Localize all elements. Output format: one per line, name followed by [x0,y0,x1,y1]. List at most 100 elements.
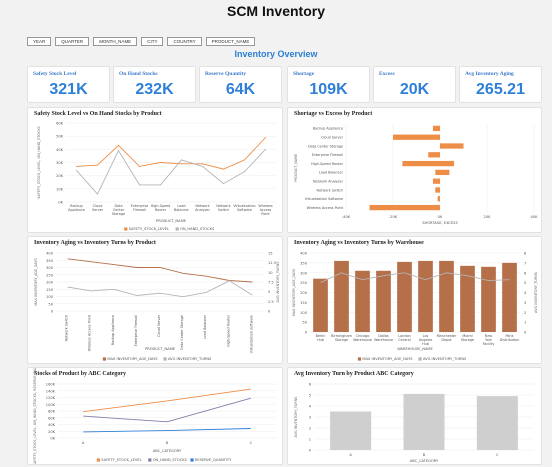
y-tick-label: 0 [305,331,308,335]
chart-title: Shortage vs Excess by Product [294,111,373,117]
y2-tick-label: 4 [524,291,527,295]
y2-tick-label: 2 [524,311,526,315]
y-tick-label: 50 [302,321,307,325]
bar-excess [440,143,464,149]
y-tick-label: 100 [300,311,308,315]
y-axis-label: AVG INVENTORY_TURNS [294,397,298,438]
legend-label: ON_HAND_STOCKS [180,227,215,231]
panel-turns-by-abc: Avg Inventory Turn by Product ABC Catego… [287,367,542,465]
filter-quarter[interactable]: QUARTER [55,37,90,46]
data-point [97,164,98,166]
x-axis-label: PRODUCT_NAME [156,219,187,223]
legend-label: SAFETY_STOCK_LEVEL [129,227,169,231]
legend-label: ON_HAND_STOCKS [153,458,188,462]
x-tick-label: High-Speed Router [226,314,230,347]
bar-max-age [313,278,328,332]
y-tick-label: 0 [309,449,312,453]
kpi-value: 232K [135,81,174,98]
legend-swatch [148,458,152,462]
bar-shortage [428,152,440,158]
page-title: SCM Inventory [226,3,325,19]
x-axis-label: SHORTAGE, EXCESS [422,221,458,225]
filter-city[interactable]: CITY [141,37,164,46]
y-tick-label: 30K [56,161,64,165]
data-point [244,171,245,173]
filter-year[interactable]: YEAR [27,37,52,46]
bar-shortage [402,160,440,167]
y-axis-label: SAFETY_STOCK_LEVEL, ON_HAND_STOCKS, RESE… [33,368,37,465]
kpi-card-reserve: Reserve Quantity 64K [199,66,282,103]
y2-tick-label: 2.5 [268,300,274,304]
data-point [265,136,266,138]
y-tick-label: Cloud Server [321,136,343,140]
kpi-label: On Hand Stocks [119,71,158,77]
y-tick-label: 300 [46,266,54,270]
x-tick-label: Virtualization Software [233,204,255,212]
bar-max-age [502,262,517,332]
y-tick-label: 150 [300,301,308,305]
y2-tick-label: 7 [524,261,526,265]
bar-avg-turns [476,396,518,450]
series-line-safety-stock-level [76,137,266,170]
x-tick-label: Cloud Server [92,204,104,212]
legend-label: SAFETY_STOCK_LEVEL [101,458,141,462]
y2-axis-label: AVG INVENTORY_TURNS [276,262,280,303]
bar-shortage [393,134,440,140]
x-tick-label: Backup Appliance [111,315,115,345]
chart-aging-by-warehouse: 0 50 100 150 200 250 300 350 400 0 1 2 3 4 5 6 7 8 MAX INV… [292,252,538,362]
data-point [139,184,140,186]
bar-shortage [432,125,440,132]
kpi-card-safety-stock: Safety Stock Level 321K [27,66,110,103]
bar-avg-turns [330,411,372,450]
x-tick-label: C [496,453,499,457]
kpi-label: Shortage [293,71,315,77]
data-point [181,163,182,165]
series-line-on-hand-stocks [83,397,251,423]
x-tick-label: Load Balancer [203,314,207,339]
y-tick-label: 50K [56,135,64,139]
kpi-card-on-hand: On Hand Stocks 232K [113,66,196,103]
chart-turns-by-abc: 0 1 2 3 4 5 6 AVG INVENTORY_TURNS A B C ABC_CATEGOR… [294,383,534,463]
panel-safety-vs-onhand: Safety Stock Level vs On Hand Stocks by … [27,107,283,233]
bar-avg-turns [403,393,445,450]
y-axis-label: PRODUCT_NAME [294,154,298,182]
chart-aging-by-product: 0 50 100 150 200 250 300 350 400 0 2.5 5 7.5 10 12.5 15… [34,252,280,362]
y2-tick-label: 7.5 [268,281,274,285]
data-point [244,159,245,161]
y-tick-label: 80K [48,410,56,414]
y-tick-label: 140K [46,389,56,393]
filter-country[interactable]: COUNTRY [167,37,202,46]
y2-tick-label: 5 [268,290,270,294]
series-line-on-hand-stocks [76,148,266,195]
data-point [118,144,119,146]
panel-shortage-vs-excess: Shortage vs Excess by Product -40K -20K 0K… [287,107,542,233]
x-tick-label: 0K [438,215,443,219]
y-tick-label: 350 [46,259,54,263]
y-tick-label: 4 [309,405,312,409]
y-tick-label: 350 [300,261,308,265]
y-tick-label: 6 [309,383,312,387]
y-tick-label: 40K [56,148,64,152]
filter-product-name[interactable]: PRODUCT_NAME [205,37,256,46]
y-tick-label: Virtualization Software [305,197,343,201]
y-tick-label: 3 [309,416,311,420]
kpi-label: Avg Inventory Aging [465,71,514,77]
y-tick-label: Network Switch [317,188,343,192]
x-tick-label: Berlin Hub [316,334,326,342]
y2-axis-label: AVG INVENTORY_TURNS [534,272,538,313]
y-axis-label: MAX INVENTORY_AGE_DAYS [292,269,296,316]
data-point [265,148,266,150]
y-tick-label: 300 [300,271,308,275]
x-tick-label: Backup Appliance [68,204,85,212]
x-tick-label: A [82,441,85,445]
filter-month-name[interactable]: MONTH_NAME [93,37,138,46]
bar-shortage [437,196,440,202]
x-axis-label: WAREHOUSE_NAME [397,347,433,351]
bar-shortage [435,169,440,176]
data-point [160,162,161,163]
series-line-avg-turns [320,272,510,284]
y-tick-label: 2 [309,427,311,431]
panel-aging-by-warehouse: Inventory Aging vs Inventory Turns by Wa… [287,236,542,364]
y-tick-label: High-Speed Router [311,162,344,166]
legend-label: RESERVE_QUANTITY [195,458,232,462]
